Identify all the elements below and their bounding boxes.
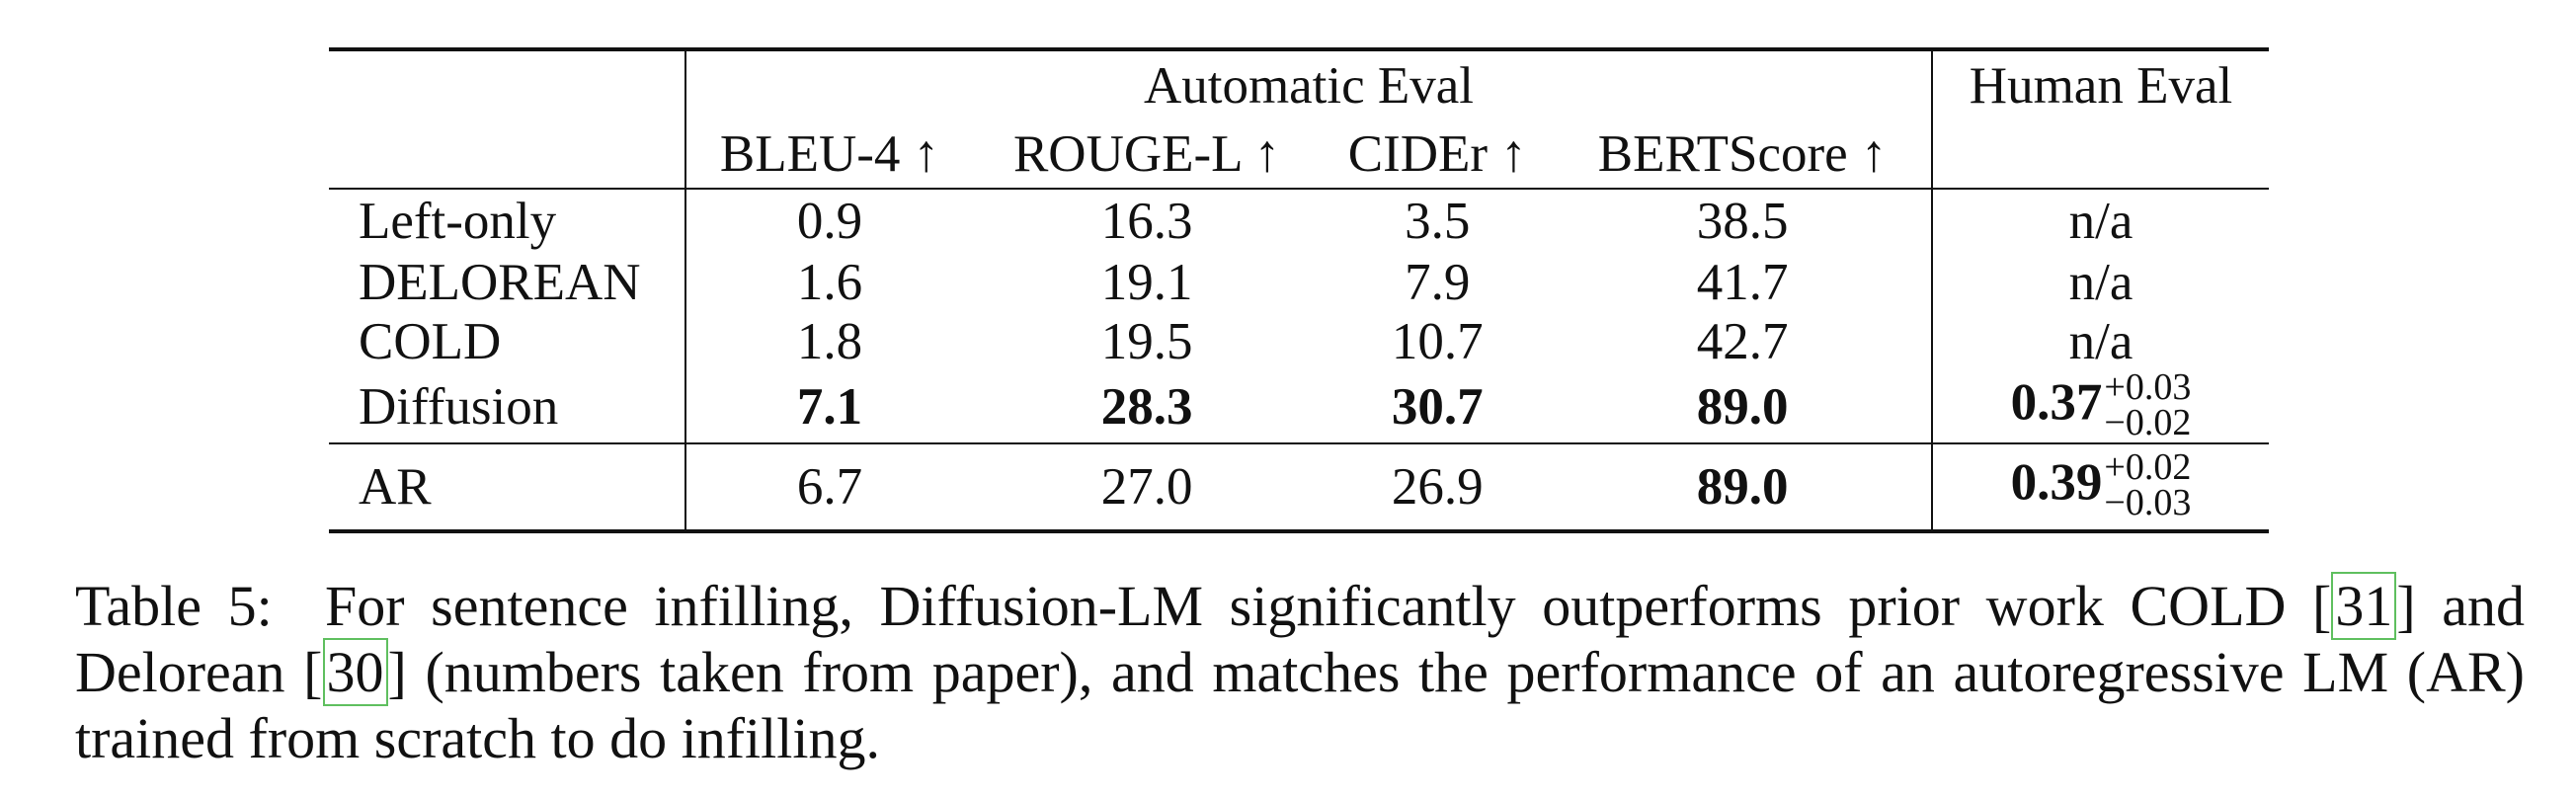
confidence-interval: +0.03 −0.02 <box>2104 366 2192 444</box>
method-label: Left-only <box>329 189 686 253</box>
rouge-header: ROUGE-L ↑ <box>972 120 1322 190</box>
cider-header: CIDEr ↑ <box>1321 120 1555 190</box>
bleu-value: 7.1 <box>685 371 973 445</box>
citation-link[interactable]: 30 <box>322 638 388 706</box>
bleu-value: 0.9 <box>796 192 863 250</box>
human-value: n/a <box>1931 253 2269 312</box>
cider-value: 30.7 <box>1321 371 1555 445</box>
human-header-empty <box>1931 120 2269 190</box>
interval-upper: +0.02 <box>2104 446 2192 489</box>
table-row: DELOREAN 1.6 19.1 7.9 41.7 n/a <box>329 253 2269 312</box>
bertscore-value: 42.7 <box>1696 312 1789 370</box>
table-row: COLD 1.8 19.5 10.7 42.7 n/a <box>329 312 2269 371</box>
method-label: DELOREAN <box>329 253 686 312</box>
cider-value: 26.9 <box>1321 443 1555 534</box>
cider-value: 3.5 <box>1405 192 1471 250</box>
caption-text-part3: ] (numbers taken from paper), and matche… <box>75 640 2525 770</box>
method-label: AR <box>329 443 686 534</box>
rouge-value: 27.0 <box>972 443 1322 534</box>
header-metric-row: BLEU-4 ↑ ROUGE-L ↑ CIDEr ↑ BERTScore ↑ <box>329 120 2269 190</box>
results-table: Automatic Eval Human Eval BLEU-4 ↑ ROUGE… <box>329 47 2269 534</box>
citation-link[interactable]: 31 <box>2331 572 2397 640</box>
interval-lower: −0.02 <box>2104 402 2192 444</box>
caption-text-part2: ] and Delorean [ <box>75 574 2526 704</box>
caption-label: Table 5: <box>75 574 273 638</box>
bertscore-value: 41.7 <box>1696 253 1789 311</box>
method-label: Diffusion <box>329 371 686 445</box>
rouge-value: 19.1 <box>1100 253 1193 311</box>
human-value-with-interval: 0.37 +0.03 −0.02 <box>1931 366 2269 445</box>
bertscore-value: 89.0 <box>1554 371 1932 445</box>
header-empty-cell <box>329 47 686 120</box>
interval-upper: +0.03 <box>2104 366 2192 408</box>
bertscore-header: BERTScore ↑ <box>1554 120 1932 190</box>
confidence-interval: +0.02 −0.03 <box>2104 446 2192 524</box>
human-eval-header: Human Eval <box>1931 47 2269 120</box>
cider-value: 10.7 <box>1391 312 1484 370</box>
bleu-header: BLEU-4 ↑ <box>685 120 973 190</box>
rouge-value: 16.3 <box>1100 192 1193 250</box>
table-caption: Table 5: For sentence infilling, Diffusi… <box>75 572 2526 771</box>
header-empty-cell <box>329 120 686 190</box>
header-group-row: Automatic Eval Human Eval <box>329 47 2269 120</box>
bleu-value: 1.8 <box>796 312 863 370</box>
human-score: 0.37 <box>2010 373 2103 432</box>
human-value: n/a <box>1931 189 2269 253</box>
table-row: Diffusion 7.1 28.3 30.7 89.0 0.37 +0.03 −0… <box>329 366 2269 445</box>
rouge-value: 19.5 <box>1100 312 1193 370</box>
bertscore-value: 89.0 <box>1554 443 1932 534</box>
table-row: Left-only 0.9 16.3 3.5 38.5 n/a <box>329 189 2269 253</box>
interval-lower: −0.03 <box>2104 482 2192 524</box>
bleu-value: 6.7 <box>685 443 973 534</box>
human-value: n/a <box>1931 312 2269 371</box>
human-score: 0.39 <box>2010 453 2103 512</box>
caption-text-part1: For sentence infilling, Diffusion-LM sig… <box>324 574 2332 638</box>
method-label: COLD <box>329 312 686 371</box>
table-row-ar: AR 6.7 27.0 26.9 89.0 0.39 +0.02 −0.03 <box>329 443 2269 534</box>
automatic-eval-header: Automatic Eval <box>685 47 1932 120</box>
cider-value: 7.9 <box>1405 253 1471 311</box>
rouge-value: 28.3 <box>972 371 1322 445</box>
results-table-container: Automatic Eval Human Eval BLEU-4 ↑ ROUGE… <box>329 47 2269 534</box>
bertscore-value: 38.5 <box>1696 192 1789 250</box>
human-value-with-interval: 0.39 +0.02 −0.03 <box>1931 443 2269 534</box>
bleu-value: 1.6 <box>796 253 863 311</box>
